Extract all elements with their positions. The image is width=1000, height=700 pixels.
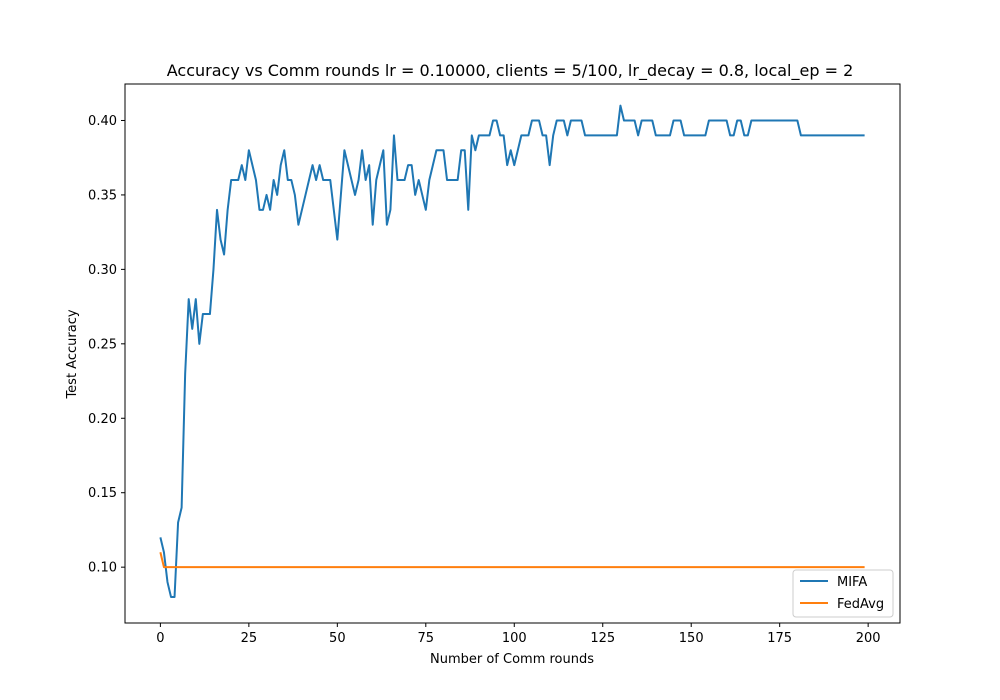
x-tick-label: 150 xyxy=(679,631,704,646)
y-tick-label: 0.10 xyxy=(88,561,117,576)
y-tick-label: 0.25 xyxy=(88,337,117,352)
x-tick-label: 100 xyxy=(502,631,527,646)
legend-label-fedavg: FedAvg xyxy=(837,597,884,612)
plot-area-frame xyxy=(124,83,901,624)
y-axis-label: Test Accuracy xyxy=(65,309,80,399)
y-tick-label: 0.15 xyxy=(88,486,117,501)
x-axis-label: Number of Comm rounds xyxy=(430,652,594,667)
chart-title: Accuracy vs Comm rounds lr = 0.10000, cl… xyxy=(167,61,854,81)
x-tick-label: 125 xyxy=(590,631,615,646)
series-line-fedavg xyxy=(159,552,865,569)
series-layer xyxy=(159,104,865,598)
y-tick-label: 0.40 xyxy=(88,114,117,129)
x-tick-label: 0 xyxy=(156,631,164,646)
x-tick-label: 25 xyxy=(241,631,258,646)
y-tick-label: 0.30 xyxy=(88,263,117,278)
y-tick-label: 0.35 xyxy=(88,188,117,203)
y-axis-ticks: 0.10 0.15 0.20 0.25 0.30 0.35 0.40 xyxy=(88,114,125,576)
series-line-mifa xyxy=(159,104,865,598)
x-axis-ticks: 0 25 50 75 100 125 150 175 200 xyxy=(156,623,881,646)
x-tick-label: 200 xyxy=(856,631,881,646)
legend-label-mifa: MIFA xyxy=(837,575,867,590)
x-tick-label: 75 xyxy=(418,631,435,646)
x-tick-label: 175 xyxy=(767,631,792,646)
legend: MIFA FedAvg xyxy=(792,569,894,618)
x-tick-label: 50 xyxy=(329,631,346,646)
y-tick-label: 0.20 xyxy=(88,412,117,427)
